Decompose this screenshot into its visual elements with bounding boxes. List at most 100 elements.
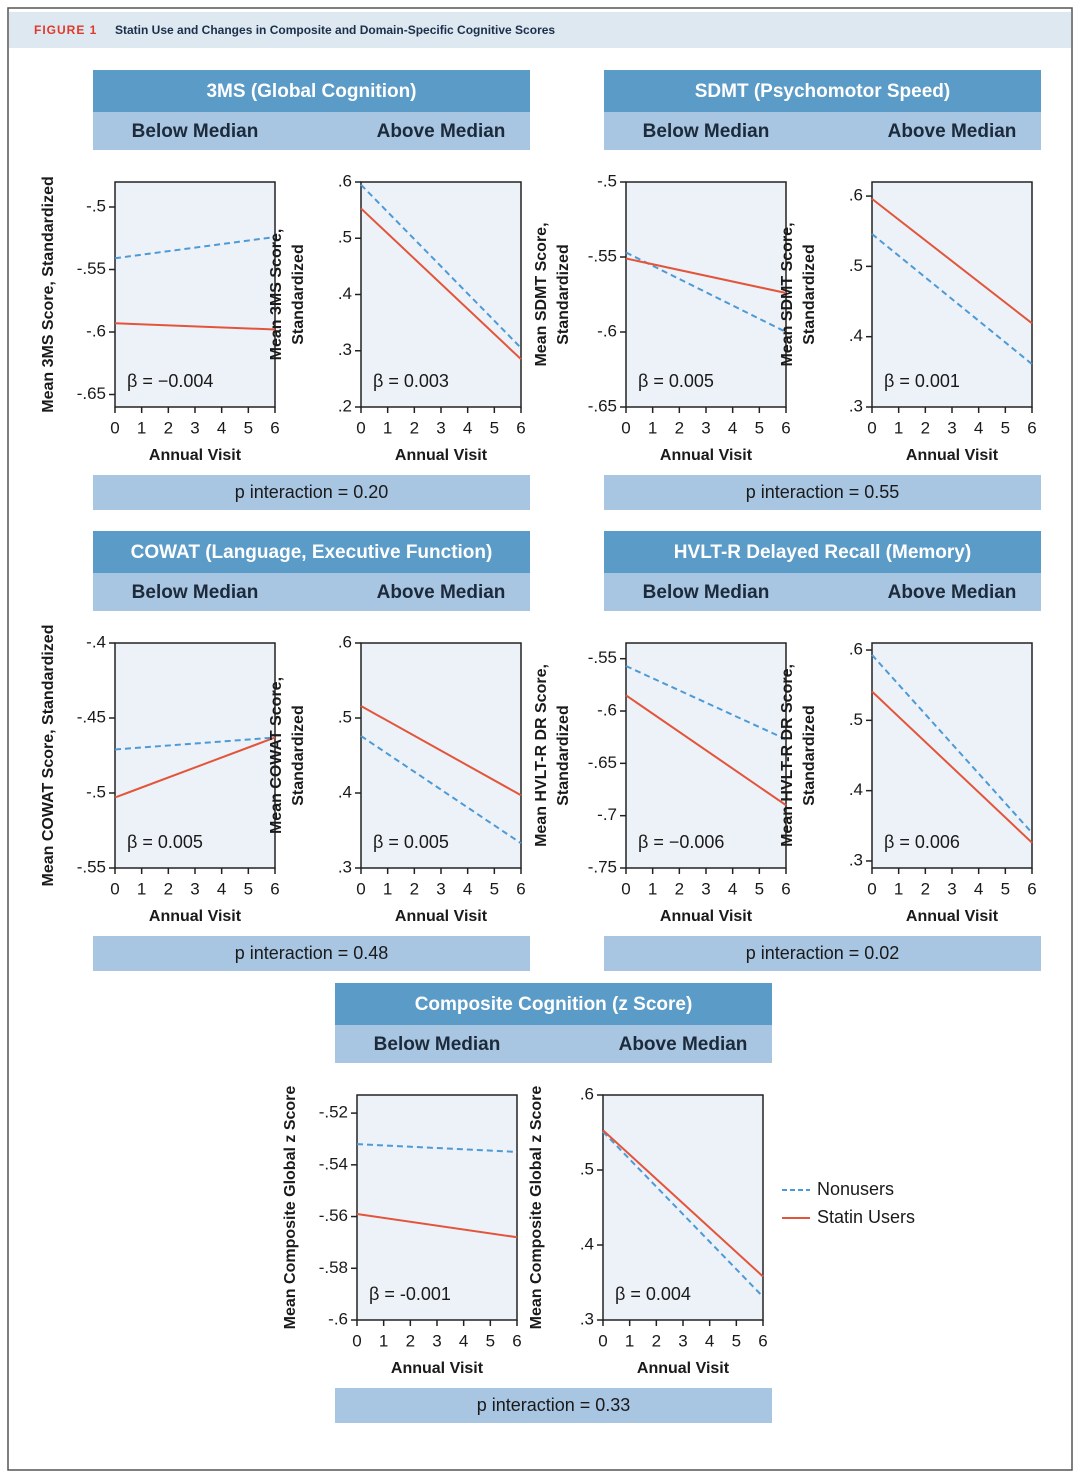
x-tick-label: 4	[217, 418, 226, 437]
legend-label: Nonusers	[817, 1179, 894, 1199]
y-tick-label: -.54	[319, 1154, 348, 1173]
x-tick-label: 5	[755, 418, 764, 437]
x-tick-label: 5	[486, 1331, 495, 1350]
p-interaction-band	[604, 475, 1041, 510]
y-axis-label: Standardized	[801, 705, 818, 805]
p-interaction: p interaction = 0.02	[746, 943, 900, 963]
y-tick-label: -.55	[588, 648, 617, 667]
x-tick-label: 0	[621, 879, 630, 898]
x-axis-label: Annual Visit	[395, 908, 488, 925]
figure-label: FIGURE 1	[34, 23, 97, 37]
y-tick-label: -.55	[588, 246, 617, 265]
p-interaction: p interaction = 0.48	[235, 943, 389, 963]
series-line	[625, 694, 787, 807]
y-axis-label: Standardized	[555, 705, 572, 805]
x-axis-label: Annual Visit	[660, 447, 753, 464]
x-tick-label: 3	[701, 879, 710, 898]
y-axis-label: Standardized	[290, 705, 307, 805]
x-tick-label: 6	[1027, 418, 1036, 437]
y-axis-label: Standardized	[290, 244, 307, 344]
panel-subheader: Above Median	[377, 121, 506, 142]
plot-area	[114, 181, 276, 408]
series-line	[602, 1131, 764, 1298]
y-tick-label: .4	[849, 780, 863, 799]
x-tick-label: 2	[410, 879, 419, 898]
frame	[7, 7, 1073, 1471]
x-tick-label: 2	[921, 879, 930, 898]
p-interaction-band	[93, 936, 530, 971]
panel-title-band	[93, 70, 530, 112]
x-tick-label: 3	[947, 418, 956, 437]
x-tick-label: 1	[648, 418, 657, 437]
x-tick-label: 1	[383, 418, 392, 437]
y-axis-label: Mean HVLT-R DR Score,	[779, 664, 796, 847]
y-tick-label: .5	[849, 256, 863, 275]
x-tick-label: 6	[270, 418, 279, 437]
y-tick-label: .5	[338, 707, 352, 726]
x-tick-label: 5	[490, 418, 499, 437]
y-tick-label: -.52	[319, 1103, 348, 1122]
panel-subheader: Below Median	[643, 582, 770, 603]
panel-title: 3MS (Global Cognition)	[206, 81, 416, 102]
x-tick-label: 4	[705, 1331, 714, 1350]
x-axis-label: Annual Visit	[906, 908, 999, 925]
x-tick-label: 4	[974, 418, 983, 437]
panel-subheader: Below Median	[132, 582, 259, 603]
y-tick-label: .5	[338, 228, 352, 247]
y-tick-label: -.58	[319, 1258, 348, 1277]
panel-title-band	[335, 983, 772, 1025]
panel-title: SDMT (Psychomotor Speed)	[695, 81, 950, 102]
y-tick-label: .3	[849, 396, 863, 415]
beta-annotation: β = 0.005	[638, 371, 714, 391]
y-tick-label: .3	[580, 1309, 594, 1328]
panel-subheader: Above Median	[888, 582, 1017, 603]
x-tick-label: 2	[675, 879, 684, 898]
series-line	[356, 1212, 518, 1239]
y-tick-label: -.75	[588, 857, 617, 876]
y-axis-label: Mean SDMT Score,	[533, 222, 550, 366]
x-axis-label: Annual Visit	[660, 908, 753, 925]
x-tick-label: 3	[947, 879, 956, 898]
x-tick-label: 2	[410, 418, 419, 437]
y-axis-label: Mean HVLT-R DR Score,	[533, 664, 550, 847]
x-tick-label: 0	[110, 879, 119, 898]
y-axis-label: Mean 3MS Score,	[268, 229, 285, 361]
y-tick-label: .6	[338, 171, 352, 190]
y-tick-label: .6	[849, 186, 863, 205]
plot-area	[360, 642, 522, 869]
y-tick-label: -.5	[86, 196, 106, 215]
x-tick-label: 6	[512, 1331, 521, 1350]
x-tick-label: 5	[490, 879, 499, 898]
x-tick-label: 3	[436, 879, 445, 898]
panel-title: COWAT (Language, Executive Function)	[131, 542, 493, 563]
x-tick-label: 2	[921, 418, 930, 437]
y-tick-label: -.55	[77, 259, 106, 278]
y-tick-label: -.45	[77, 707, 106, 726]
x-tick-label: 6	[758, 1331, 767, 1350]
p-interaction: p interaction = 0.33	[477, 1395, 631, 1415]
panel-subheader: Above Median	[377, 582, 506, 603]
legend-label: Statin Users	[817, 1207, 915, 1227]
x-tick-label: 4	[728, 879, 737, 898]
x-tick-label: 5	[1001, 418, 1010, 437]
y-tick-label: -.5	[597, 171, 617, 190]
x-tick-label: 1	[137, 418, 146, 437]
x-axis-label: Annual Visit	[149, 908, 242, 925]
y-axis-label: Mean COWAT Score, Standardized	[40, 625, 57, 887]
y-tick-label: .3	[849, 850, 863, 869]
panel-subheader: Below Median	[374, 1034, 501, 1055]
beta-annotation: β = −0.004	[127, 371, 213, 391]
y-axis-label: Mean 3MS Score, Standardized	[40, 176, 57, 413]
x-tick-label: 1	[648, 879, 657, 898]
y-tick-label: .3	[338, 857, 352, 876]
y-tick-label: .4	[849, 326, 863, 345]
y-axis-label: Mean Composite Global z Score	[528, 1086, 545, 1330]
beta-annotation: β = -0.001	[369, 1284, 451, 1304]
panel-subheader-band	[93, 573, 530, 611]
plot-area	[625, 181, 787, 408]
y-axis-label: Standardized	[801, 244, 818, 344]
y-tick-label: -.56	[319, 1206, 348, 1225]
panel-title: Composite Cognition (z Score)	[415, 994, 693, 1015]
series-line	[871, 233, 1033, 365]
x-tick-label: 0	[867, 879, 876, 898]
